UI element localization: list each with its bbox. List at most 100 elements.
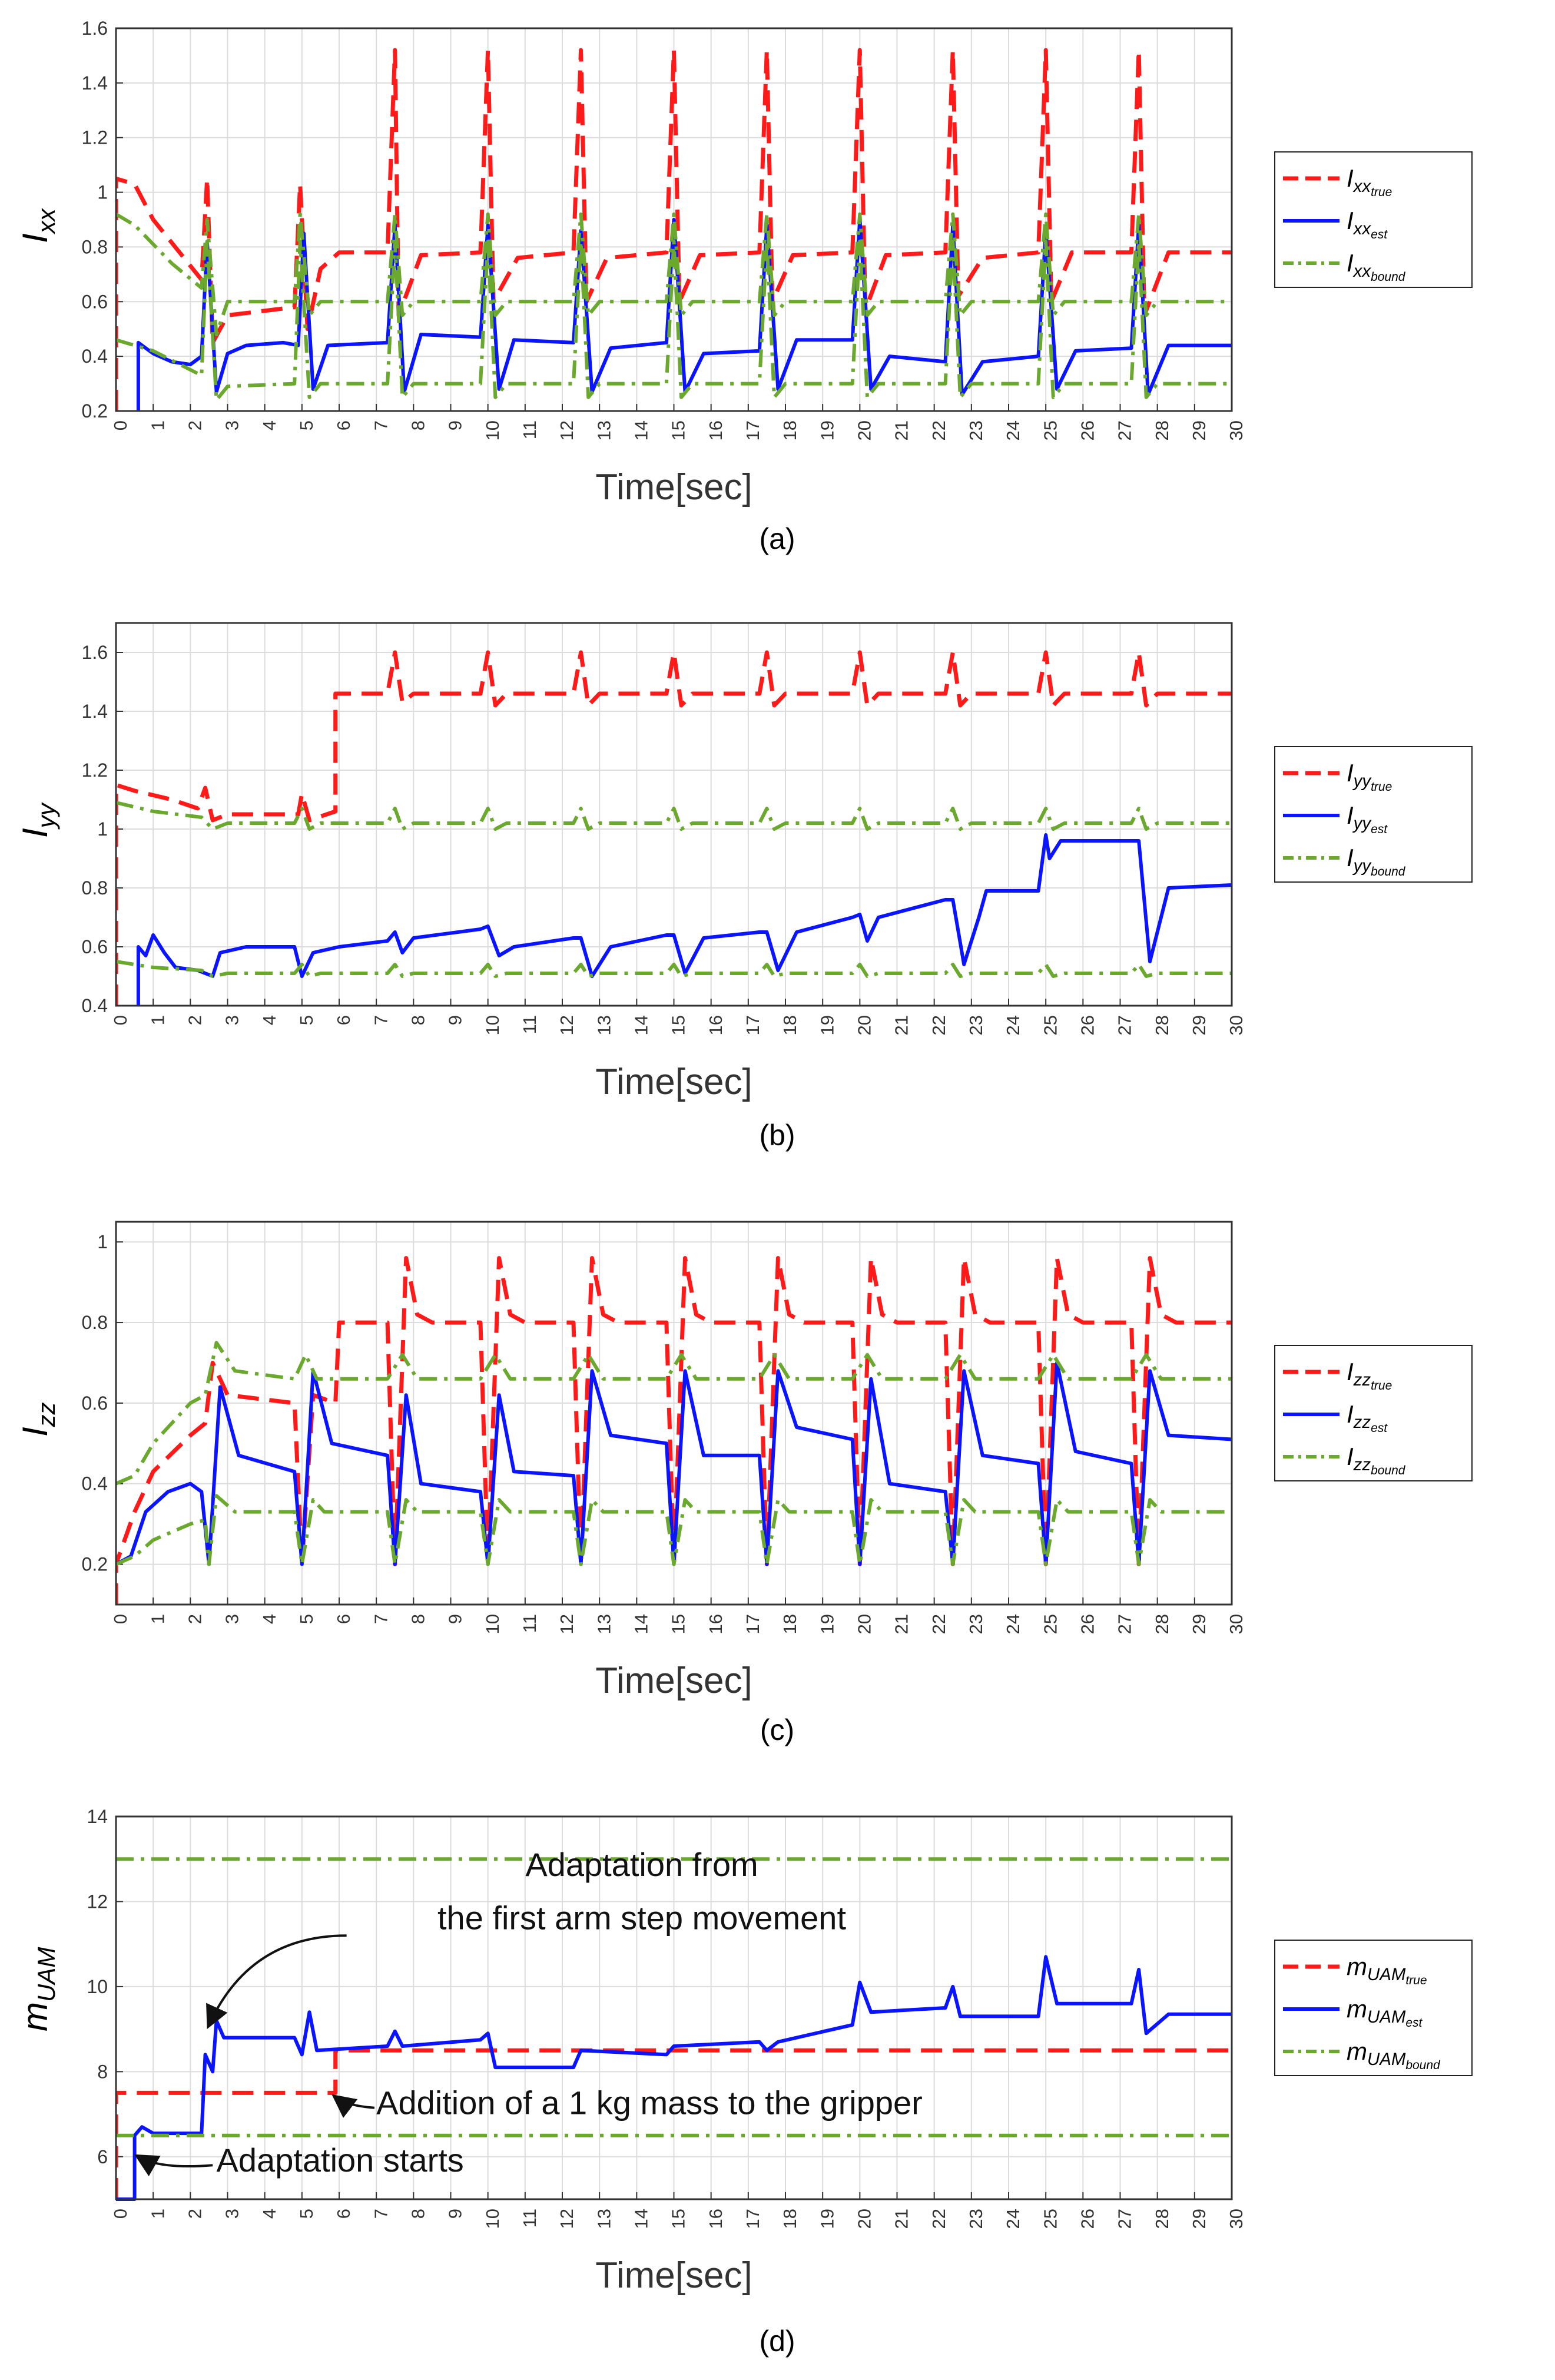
x-tick-label: 28 (1152, 420, 1172, 440)
x-tick-label: 4 (259, 420, 280, 430)
x-tick-label: 30 (1226, 420, 1246, 440)
x-tick-label: 12 (556, 1614, 577, 1634)
x-tick-label: 6 (333, 1015, 354, 1025)
x-tick-label: 0 (110, 420, 131, 430)
x-tick-label: 18 (780, 2209, 800, 2229)
x-tick-label: 18 (780, 420, 800, 440)
legend-label-m_UAM_true: mUAMtrue (1347, 1953, 1427, 1987)
legend-label-m_UAM_est: mUAMest (1347, 1995, 1423, 2030)
series-line-I_yy_est (136, 833, 1232, 1006)
y-tick-label: 1.6 (82, 642, 108, 663)
plot-frame (115, 1221, 1233, 1606)
x-tick-label: 23 (966, 1614, 986, 1634)
x-tick-label: 19 (817, 2209, 837, 2229)
x-tick-label: 2 (185, 2209, 205, 2219)
x-tick-label: 0 (110, 1614, 131, 1624)
x-tick-label: 17 (742, 1614, 763, 1634)
x-tick-label: 7 (370, 2209, 391, 2219)
legend-label-I_xx_true: Ixxtrue (1347, 164, 1392, 199)
x-tick-label: 3 (222, 2209, 243, 2219)
y-tick-label: 0.2 (82, 1554, 108, 1575)
x-tick-label: 20 (854, 420, 875, 440)
x-tick-label: 1 (147, 2209, 168, 2219)
x-tick-label: 1 (147, 1015, 168, 1025)
x-tick-label: 6 (333, 2209, 354, 2219)
y-tick-label: 1 (97, 1231, 108, 1252)
x-tick-label: 25 (1040, 1015, 1060, 1035)
x-tick-label: 25 (1040, 420, 1060, 440)
legend: mUAMtrue mUAMest mUAMbound (1274, 1940, 1473, 2076)
x-tick-label: 15 (668, 1614, 689, 1634)
annot-adaptation-from-arrow (206, 1934, 347, 2030)
x-tick-label: 26 (1077, 420, 1098, 440)
x-tick-label: 13 (594, 1015, 614, 1035)
legend-label-I_zz_bound_upper: Izzbound (1347, 1443, 1406, 1477)
x-tick-label: 2 (185, 420, 205, 430)
x-tick-label: 5 (296, 1614, 317, 1624)
y-tick-label: 1.2 (82, 127, 108, 148)
plot-frame (115, 622, 1233, 1007)
x-tick-label: 13 (594, 2209, 614, 2229)
x-tick-label: 10 (482, 420, 503, 440)
x-tick-label: 27 (1115, 2209, 1135, 2229)
x-tick-label: 4 (259, 1015, 280, 1025)
x-tick-label: 30 (1226, 2209, 1246, 2229)
legend-label-I_yy_bound_upper: Iyybound (1347, 844, 1406, 879)
x-tick-label: 29 (1189, 1015, 1209, 1035)
x-tick-label: 26 (1077, 1614, 1098, 1634)
x-tick-label: 9 (445, 1015, 466, 1025)
x-tick-label: 4 (259, 1614, 280, 1624)
y-axis-label-text: Ixx (15, 207, 60, 243)
series-line-I_zz_est (116, 1361, 1232, 1566)
x-tick-label: 18 (780, 1015, 800, 1035)
x-tick-label: 21 (891, 1015, 912, 1035)
legend-label-I_yy_est: Iyyest (1347, 801, 1388, 836)
annot-addition-text: Addition of a 1 kg mass to the gripper (376, 2084, 923, 2122)
x-tick-label: 10 (482, 2209, 503, 2229)
x-tick-label: 19 (817, 1015, 837, 1035)
x-tick-label: 12 (556, 420, 577, 440)
x-tick-label: 3 (222, 1015, 243, 1025)
panel-a: 0 1 2 3 4 5 6 7 8 9 10 11 12 13 14 15 16 17 18 19 20 21 22 23 24… (15, 18, 1473, 555)
y-tick-label: 1 (97, 182, 108, 203)
x-tick-label: 22 (929, 1015, 949, 1035)
x-tick-label: 16 (705, 1015, 726, 1035)
x-tick-label: 30 (1226, 1614, 1246, 1634)
panel-caption: (b) (759, 1119, 795, 1152)
x-tick-label: 14 (631, 420, 652, 440)
x-tick-label: 9 (445, 420, 466, 430)
annot-addition: Addition of a 1 kg mass to the gripper (331, 2084, 923, 2122)
x-tick-label: 9 (445, 1614, 466, 1624)
x-tick-label: 8 (408, 1614, 429, 1624)
x-tick-label: 22 (929, 2209, 949, 2229)
x-tick-label: 12 (556, 2209, 577, 2229)
x-tick-label: 29 (1189, 420, 1209, 440)
x-tick-label: 14 (631, 1015, 652, 1035)
x-tick-label: 13 (594, 1614, 614, 1634)
y-tick-label: 0.4 (82, 346, 108, 367)
x-tick-label: 29 (1189, 2209, 1209, 2229)
annot-addition-arrow (331, 2094, 375, 2118)
x-tick-label: 12 (556, 1015, 577, 1035)
series-line-I_zz_bound_upper (116, 1341, 1232, 1486)
y-tick-label: 0.8 (82, 236, 108, 257)
x-tick-label: 14 (631, 1614, 652, 1634)
y-tick-label: 6 (97, 2146, 108, 2167)
x-tick-label: 7 (370, 1614, 391, 1624)
legend-label-I_xx_est: Ixxest (1347, 207, 1388, 241)
x-tick-label: 8 (408, 420, 429, 430)
x-tick-label: 1 (147, 1614, 168, 1624)
y-tick-label: 1.2 (82, 760, 108, 781)
x-tick-label: 16 (705, 1614, 726, 1634)
y-tick-label: 14 (87, 1806, 108, 1827)
x-tick-label: 19 (817, 420, 837, 440)
x-tick-label: 17 (742, 1015, 763, 1035)
y-axis-label: Iyy (15, 801, 60, 838)
x-tick-label: 20 (854, 2209, 875, 2229)
y-tick-label: 0.4 (82, 1473, 108, 1494)
x-tick-label: 17 (742, 420, 763, 440)
y-tick-label: 8 (97, 2061, 108, 2082)
x-tick-label: 22 (929, 1614, 949, 1634)
x-tick-label: 3 (222, 420, 243, 430)
y-axis-label: Izz (15, 1402, 60, 1437)
